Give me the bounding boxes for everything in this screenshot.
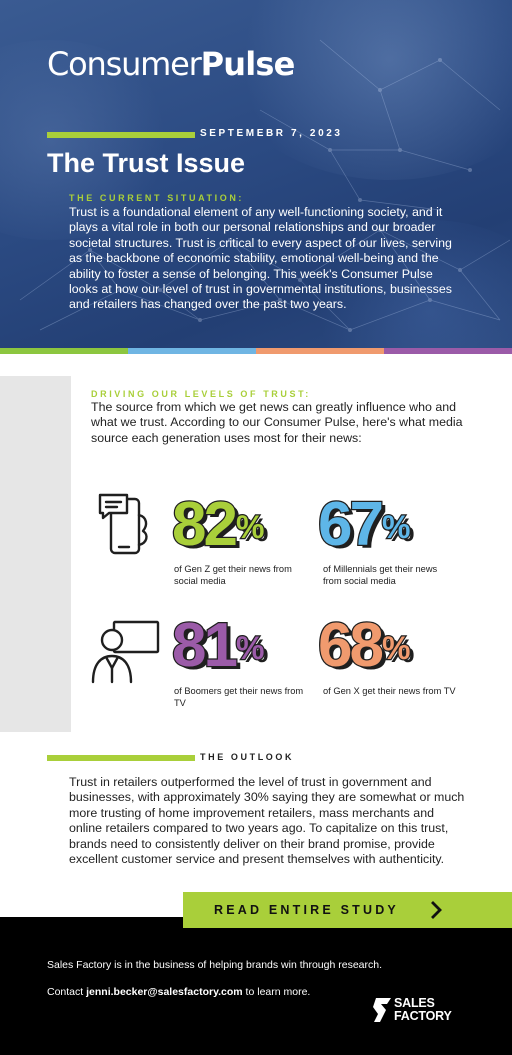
chevron-right-icon: [431, 901, 442, 919]
stat-number: 67: [317, 490, 385, 559]
logo-line-factory: FACTORY: [394, 1009, 452, 1023]
sales-factory-mark-icon: [373, 998, 391, 1022]
stat-value: 67%: [317, 492, 412, 557]
contact-email-link[interactable]: jenni.becker@salesfactory.com: [86, 986, 243, 998]
color-stripe-orange: [256, 348, 384, 354]
footer: Sales Factory is in the business of help…: [0, 917, 512, 1055]
stat-unit: %: [235, 508, 266, 547]
color-stripe-blue: [128, 348, 256, 354]
situation-body: Trust is a foundational element of any w…: [69, 205, 452, 312]
contact-prefix: Contact: [47, 986, 87, 998]
stat-caption: of Gen Z get their news from social medi…: [174, 564, 292, 586]
phone-chat-icon: [98, 493, 148, 555]
logo-line-sales: SALES: [394, 996, 435, 1010]
stat-unit: %: [235, 629, 266, 668]
stat-unit: %: [381, 629, 412, 668]
network-background-graphic: [19, 39, 511, 332]
outlook-accent-bar: [47, 755, 195, 761]
trust-heading: DRIVING OUR LEVELS OF TRUST:: [91, 389, 311, 399]
stat-value: 82%: [171, 492, 266, 557]
footer-contact: Contact jenni.becker@salesfactory.com to…: [47, 986, 310, 998]
stat-value: 81%: [171, 613, 266, 678]
page-title: The Trust Issue: [47, 148, 246, 178]
sales-factory-wordmark: SALES FACTORY: [394, 997, 452, 1023]
date-accent-bar: [47, 132, 195, 138]
logo-word-pulse: Pulse: [200, 45, 296, 83]
read-study-label: READ ENTIRE STUDY: [214, 903, 399, 917]
stat-caption: of Gen X get their news from TV: [323, 686, 456, 696]
stat-unit: %: [381, 508, 412, 547]
stat-value: 68%: [317, 613, 412, 678]
hero-banner: ConsumerPulse SEPTEMEBR 7, 2023 The Trus…: [0, 0, 512, 348]
trust-body: The source from which we get news can gr…: [91, 400, 463, 445]
situation-heading: THE CURRENT SITUATION:: [69, 193, 245, 203]
footer-tagline: Sales Factory is in the business of help…: [47, 959, 383, 971]
consumer-pulse-logo: ConsumerPulse: [47, 44, 295, 84]
contact-suffix: to learn more.: [242, 986, 311, 998]
logo-word-consumer: Consumer: [47, 45, 202, 83]
color-stripe-green: [0, 348, 128, 354]
outlook-body: Trust in retailers outperformed the leve…: [69, 775, 465, 867]
color-stripe-purple: [384, 348, 512, 354]
read-study-button[interactable]: READ ENTIRE STUDY: [183, 892, 512, 928]
side-gray-panel: [0, 376, 71, 732]
stat-number: 81: [171, 611, 239, 680]
stat-caption: of Millennials get their news from socia…: [323, 564, 438, 586]
person-tv-icon: [91, 620, 160, 684]
stat-caption: of Boomers get their news from TV: [174, 686, 304, 708]
outlook-heading: THE OUTLOOK: [200, 752, 295, 762]
stat-number: 68: [317, 611, 385, 680]
stat-number: 82: [171, 490, 239, 559]
issue-date: SEPTEMEBR 7, 2023: [200, 128, 343, 139]
sales-factory-logo: SALES FACTORY: [372, 995, 472, 1025]
